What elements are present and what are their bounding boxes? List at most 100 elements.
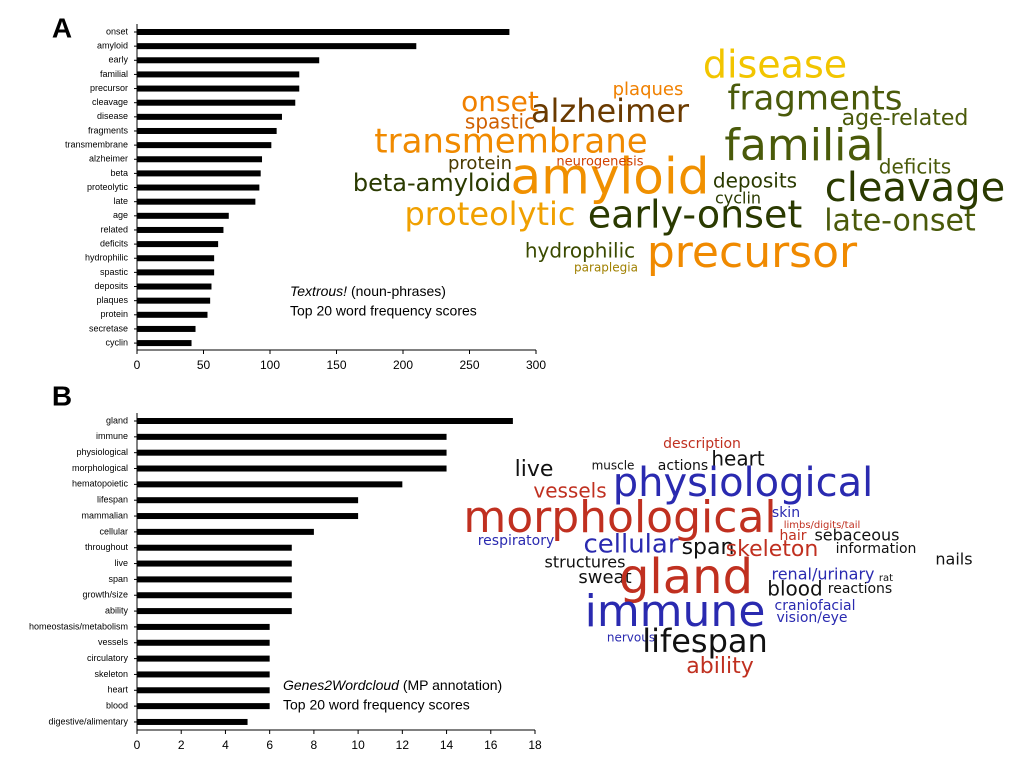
bar [137,592,292,599]
y-tick-label: gland [106,415,128,425]
cloud-word: sweat [578,567,631,588]
bar [137,85,300,92]
y-tick-label: immune [96,431,128,441]
x-tick-label: 50 [197,358,211,372]
cloud-word: span [682,535,735,560]
cloud-word: blood [767,577,822,601]
bar [137,544,292,551]
bar [137,99,296,106]
cloud-word: disease [703,43,847,87]
x-tick-label: 16 [484,738,498,752]
cloud-word: transmembrane [374,122,647,162]
y-tick-label: beta [110,168,128,178]
y-tick-label: ability [105,605,129,615]
cloud-word: gland [619,549,753,605]
cloud-word: morphological [463,492,776,543]
bar [137,623,270,630]
bar [137,212,229,219]
y-tick-label: deposits [94,281,128,291]
bar [137,283,212,290]
y-tick-label: homeostasis/metabolism [29,621,128,631]
y-tick-label: familial [100,69,128,79]
bar [137,340,192,347]
cloud-word: age-related [842,106,969,131]
x-tick-label: 150 [326,358,346,372]
cloud-word: neurogenesis [556,155,643,170]
bar [137,198,256,205]
y-tick-label: physiological [76,447,128,457]
bar [137,43,417,50]
panel-label: B [52,380,72,411]
x-tick-label: 14 [440,738,454,752]
y-tick-label: circulatory [87,653,129,663]
cloud-word: deficits [879,155,951,179]
y-tick-label: hydrophilic [85,253,129,263]
cloud-word: structures [545,553,626,572]
cloud-word: early-onset [588,193,803,237]
annotation-source: (noun-phrases) [351,283,446,299]
x-tick-label: 2 [178,738,185,752]
bar [137,297,211,304]
y-tick-label: early [108,55,128,65]
cloud-word: ability [686,654,753,679]
cloud-word: familial [724,120,885,171]
cloud-word: nervous [607,631,655,645]
cloud-word: deposits [713,169,797,193]
cloud-word: spastic [465,110,535,134]
cloud-word: amyloid [510,148,709,206]
annotation: Top 20 word frequency scores [283,697,470,713]
annotation-tool: Genes2Wordcloud [283,677,400,693]
annotation: Genes2Wordcloud (MP annotation) [283,677,502,693]
cloud-word: fragments [728,79,903,119]
y-tick-label: morphological [72,463,128,473]
cloud-word: skin [772,505,800,521]
cloud-word: cleavage [825,165,1005,211]
bar [137,418,513,424]
bar [137,226,224,233]
cloud-word: cyclin [715,189,761,208]
bar [137,127,277,134]
y-tick-label: blood [106,700,128,710]
y-tick-label: mammalian [81,510,128,520]
cloud-word: hydrophilic [525,239,635,263]
cloud-word: paraplegia [574,261,638,275]
y-tick-label: digestive/alimentary [48,716,128,726]
x-tick-label: 8 [311,738,318,752]
y-tick-label: heart [107,685,128,695]
cloud-word: alzheimer [531,92,690,130]
x-tick-label: 10 [351,738,365,752]
cloud-word: beta-amyloid [353,169,511,197]
bar [137,57,320,64]
y-tick-label: cleavage [92,97,128,107]
cloud-word: plaques [613,79,684,100]
cloud-word: sebaceous [814,526,899,545]
cloud-word: information [836,541,917,557]
y-tick-label: age [113,210,128,220]
bar [137,184,260,191]
annotation-source: (MP annotation) [403,677,502,693]
y-tick-label: skeleton [94,669,128,679]
cloud-word: heart [711,447,764,471]
x-tick-label: 12 [396,738,410,752]
y-tick-label: protein [100,309,128,319]
annotation-tool: Textrous! [290,283,347,299]
annotation: Top 20 word frequency scores [290,303,477,319]
y-tick-label: secretase [89,323,128,333]
cloud-word: precursor [647,227,858,278]
bar [137,608,292,615]
cloud-word: nails [935,550,972,569]
y-tick-label: transmembrane [65,139,128,149]
cloud-word: hair [779,528,806,544]
cloud-word: vision/eye [776,610,847,626]
y-tick-label: precursor [90,83,128,93]
y-tick-label: deficits [100,238,129,248]
bar [137,325,196,332]
bar [137,481,403,488]
cloud-word: muscle [592,459,635,473]
bar [137,576,292,583]
y-tick-label: plaques [96,295,128,305]
y-tick-label: live [114,558,128,568]
bar [137,560,292,567]
bar [137,655,270,662]
x-tick-label: 18 [528,738,542,752]
